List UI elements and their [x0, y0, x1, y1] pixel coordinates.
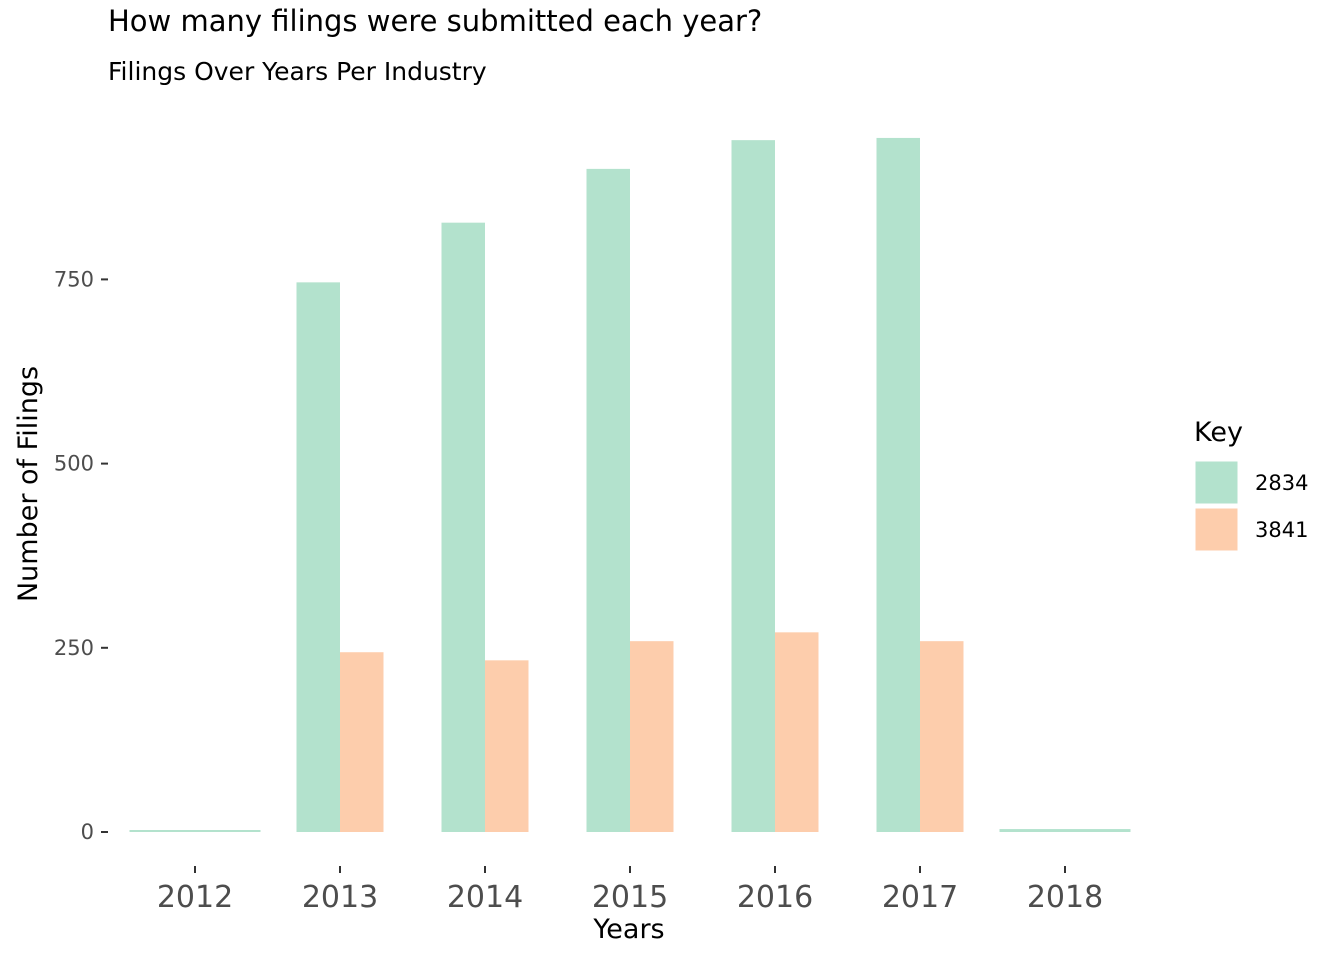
bar-2834-2016	[731, 140, 775, 833]
bar-2834-2013	[296, 282, 340, 833]
y-axis-title: Number of Filings	[13, 366, 44, 602]
y-tick-label: 500	[54, 452, 94, 476]
chart-subtitle: Filings Over Years Per Industry	[108, 57, 487, 86]
bar-3841-2016	[775, 632, 819, 832]
bar-2834-2012	[129, 830, 261, 832]
bar-3841-2014	[485, 660, 529, 832]
y-tick-label: 750	[54, 267, 94, 291]
x-axis-title: Years	[592, 914, 664, 945]
legend-swatch-3841	[1194, 507, 1239, 552]
x-tick-label: 2018	[1027, 880, 1103, 915]
x-tick-label: 2013	[302, 880, 378, 915]
x-tick-label: 2017	[882, 880, 958, 915]
x-tick-label: 2012	[157, 880, 233, 915]
legend-title: Key	[1194, 417, 1243, 448]
bar-2834-2017	[876, 137, 920, 833]
legend-label-3841: 3841	[1255, 518, 1308, 542]
x-tick-label: 2015	[592, 880, 668, 915]
y-tick-label: 0	[81, 820, 94, 844]
y-tick-label: 250	[54, 636, 94, 660]
bar-3841-2017	[920, 641, 964, 832]
bar-2834-2018	[999, 829, 1131, 832]
bar-2834-2015	[586, 168, 630, 832]
x-tick-label: 2014	[447, 880, 523, 915]
legend-label-2834: 2834	[1255, 471, 1308, 495]
x-tick-label: 2016	[737, 880, 813, 915]
x-axis: 2012 2013 2014 2015 2016 2017 2018	[157, 866, 1103, 915]
legend: Key 2834 3841	[1194, 417, 1308, 552]
bar-2834-2014	[441, 222, 485, 833]
legend-swatch-2834	[1194, 460, 1239, 505]
bar-3841-2015	[630, 641, 674, 832]
bar-3841-2013	[340, 652, 384, 832]
plot-area	[129, 137, 1131, 833]
chart-title: How many filings were submitted each yea…	[108, 4, 762, 38]
y-axis: 0 250 500 750	[54, 267, 108, 844]
